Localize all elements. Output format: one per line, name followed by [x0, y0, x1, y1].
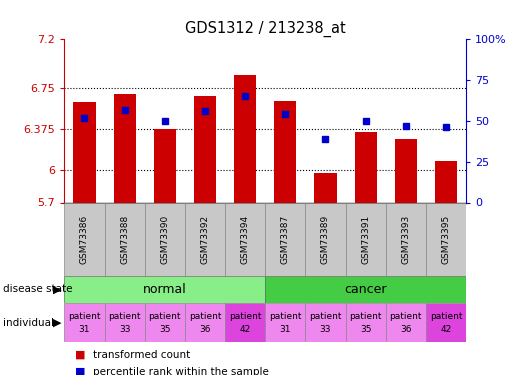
Bar: [225, 303, 265, 342]
Bar: [305, 202, 346, 276]
Bar: [265, 303, 305, 342]
Bar: [315, 173, 336, 202]
Text: patient
36: patient 36: [389, 312, 422, 334]
Bar: [265, 202, 305, 276]
Bar: [426, 303, 466, 342]
Bar: [435, 161, 457, 202]
Text: patient
42: patient 42: [430, 312, 462, 334]
Text: GSM73393: GSM73393: [401, 214, 410, 264]
Bar: [305, 303, 346, 342]
Text: patient
31: patient 31: [68, 312, 101, 334]
Text: GSM73392: GSM73392: [200, 214, 210, 264]
Text: ■: ■: [75, 367, 85, 375]
Text: ■: ■: [75, 350, 85, 360]
Bar: [105, 202, 145, 276]
Text: patient
42: patient 42: [229, 312, 262, 334]
Bar: [274, 101, 296, 202]
Bar: [145, 303, 185, 342]
Bar: [64, 276, 265, 303]
Bar: [225, 202, 265, 276]
Text: patient
35: patient 35: [349, 312, 382, 334]
Bar: [74, 102, 95, 202]
Text: patient
33: patient 33: [309, 312, 342, 334]
Text: cancer: cancer: [345, 283, 387, 296]
Bar: [105, 303, 145, 342]
Text: GSM73391: GSM73391: [361, 214, 370, 264]
Bar: [154, 129, 176, 203]
Text: patient
33: patient 33: [108, 312, 141, 334]
Text: percentile rank within the sample: percentile rank within the sample: [93, 367, 269, 375]
Text: GSM73387: GSM73387: [281, 214, 290, 264]
Bar: [185, 303, 225, 342]
Text: transformed count: transformed count: [93, 350, 190, 360]
Text: GSM73389: GSM73389: [321, 214, 330, 264]
Bar: [145, 202, 185, 276]
Text: disease state: disease state: [3, 284, 72, 294]
Text: ▶: ▶: [53, 284, 62, 294]
Bar: [346, 202, 386, 276]
Bar: [114, 94, 135, 202]
Text: ▶: ▶: [53, 318, 62, 328]
Text: patient
36: patient 36: [188, 312, 221, 334]
Text: GSM73386: GSM73386: [80, 214, 89, 264]
Bar: [64, 303, 105, 342]
Bar: [185, 202, 225, 276]
Text: patient
35: patient 35: [148, 312, 181, 334]
Text: GSM73394: GSM73394: [241, 214, 250, 264]
Title: GDS1312 / 213238_at: GDS1312 / 213238_at: [185, 20, 346, 37]
Bar: [426, 202, 466, 276]
Bar: [395, 140, 417, 202]
Text: GSM73395: GSM73395: [441, 214, 451, 264]
Bar: [355, 132, 376, 202]
Text: patient
31: patient 31: [269, 312, 302, 334]
Text: GSM73390: GSM73390: [160, 214, 169, 264]
Text: normal: normal: [143, 283, 186, 296]
Bar: [234, 75, 256, 202]
Text: individual: individual: [3, 318, 54, 328]
Bar: [194, 96, 216, 202]
Text: GSM73388: GSM73388: [120, 214, 129, 264]
Bar: [386, 303, 426, 342]
Bar: [386, 202, 426, 276]
Bar: [64, 202, 105, 276]
Bar: [265, 276, 466, 303]
Bar: [346, 303, 386, 342]
